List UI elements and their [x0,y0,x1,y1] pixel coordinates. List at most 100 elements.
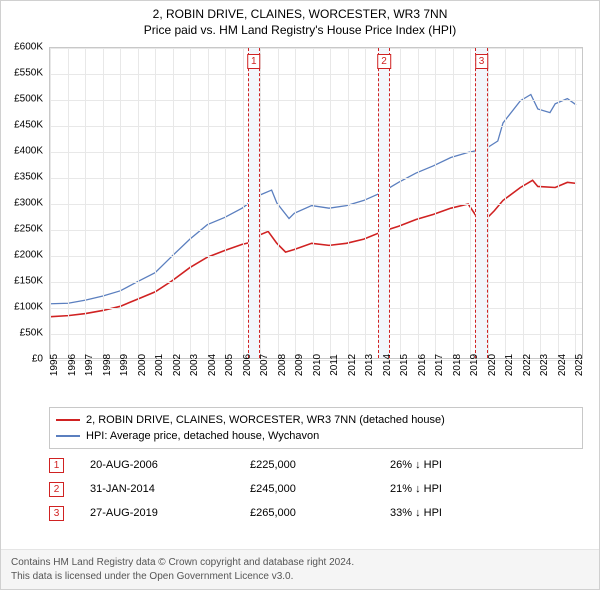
y-tick-label: £350K [14,172,43,183]
marker-label: 3 [475,54,489,69]
gridline-h [50,100,582,101]
y-tick-label: £300K [14,198,43,209]
x-tick-label: 1998 [102,354,113,376]
legend-swatch [56,435,80,437]
marker-band [475,48,487,358]
x-tick-label: 2025 [574,354,585,376]
x-tick-label: 2020 [487,354,498,376]
gridline-v [208,48,209,358]
x-tick-label: 2002 [172,354,183,376]
gridline-h [50,48,582,49]
x-tick-label: 2006 [242,354,253,376]
sales-index: 1 [49,458,64,473]
y-axis: £0£50K£100K£150K£200K£250K£300K£350K£400… [1,47,47,359]
legend-swatch [56,419,80,421]
y-tick-label: £50K [20,328,43,339]
gridline-v [295,48,296,358]
gridline-v [243,48,244,358]
y-tick-label: £0 [32,354,43,365]
x-tick-label: 2000 [137,354,148,376]
legend-row: HPI: Average price, detached house, Wych… [56,428,576,444]
x-tick-label: 1999 [119,354,130,376]
marker-band [248,48,260,358]
y-tick-label: £100K [14,302,43,313]
y-tick-label: £450K [14,120,43,131]
gridline-h [50,230,582,231]
x-tick-label: 2024 [557,354,568,376]
gridline-h [50,334,582,335]
gridline-v [365,48,366,358]
x-tick-label: 2016 [417,354,428,376]
x-tick-label: 1996 [67,354,78,376]
sales-delta: 21% ↓ HPI [390,483,442,495]
gridline-v [488,48,489,358]
sales-delta: 26% ↓ HPI [390,459,442,471]
sales-price: £265,000 [250,507,390,519]
gridline-v [225,48,226,358]
y-tick-label: £600K [14,42,43,53]
gridline-v [190,48,191,358]
gridline-v [313,48,314,358]
gridline-v [400,48,401,358]
gridline-v [435,48,436,358]
gridline-v [278,48,279,358]
gridline-v [348,48,349,358]
gridline-v [68,48,69,358]
footer-line1: Contains HM Land Registry data © Crown c… [11,556,589,570]
gridline-h [50,152,582,153]
chart-plot-area: 1 2 3 [49,47,583,359]
x-tick-label: 1995 [49,354,60,376]
y-tick-label: £500K [14,94,43,105]
gridline-v [505,48,506,358]
gridline-v [453,48,454,358]
sales-date: 20-AUG-2006 [90,459,250,471]
x-tick-label: 2012 [347,354,358,376]
gridline-v [103,48,104,358]
legend-row: 2, ROBIN DRIVE, CLAINES, WORCESTER, WR3 … [56,412,576,428]
gridline-h [50,74,582,75]
y-tick-label: £400K [14,146,43,157]
x-tick-label: 2007 [259,354,270,376]
x-tick-label: 1997 [84,354,95,376]
gridline-v [330,48,331,358]
sales-table: 120-AUG-2006£225,00026% ↓ HPI231-JAN-201… [49,453,583,525]
gridline-v [575,48,576,358]
gridline-v [558,48,559,358]
x-tick-label: 2017 [434,354,445,376]
title-line2: Price paid vs. HM Land Registry's House … [1,23,599,39]
x-tick-label: 2008 [277,354,288,376]
marker-band [378,48,390,358]
sales-date: 27-AUG-2019 [90,507,250,519]
sales-delta: 33% ↓ HPI [390,507,442,519]
gridline-h [50,178,582,179]
y-tick-label: £550K [14,68,43,79]
gridline-v [120,48,121,358]
x-tick-label: 2011 [329,354,340,376]
x-tick-label: 2010 [312,354,323,376]
x-tick-label: 2014 [382,354,393,376]
legend-label: 2, ROBIN DRIVE, CLAINES, WORCESTER, WR3 … [86,412,445,428]
x-tick-label: 2003 [189,354,200,376]
y-tick-label: £200K [14,250,43,261]
sales-row: 1 20-AUG-2006£225,00026% ↓ HPI [49,453,583,477]
marker-label: 1 [247,54,261,69]
gridline-h [50,308,582,309]
footer-line2: This data is licensed under the Open Gov… [11,570,589,584]
marker-label: 2 [377,54,391,69]
footer: Contains HM Land Registry data © Crown c… [1,549,599,589]
chart-container: 2, ROBIN DRIVE, CLAINES, WORCESTER, WR3 … [0,0,600,590]
x-tick-label: 2004 [207,354,218,376]
sales-price: £225,000 [250,459,390,471]
gridline-v [85,48,86,358]
gridline-h [50,256,582,257]
gridline-v [540,48,541,358]
x-tick-label: 2018 [452,354,463,376]
title-line1: 2, ROBIN DRIVE, CLAINES, WORCESTER, WR3 … [1,7,599,23]
sales-price: £245,000 [250,483,390,495]
x-tick-label: 2009 [294,354,305,376]
gridline-v [50,48,51,358]
x-tick-label: 2013 [364,354,375,376]
chart-svg [50,48,582,358]
x-tick-label: 2019 [469,354,480,376]
x-axis: 1995199619971998199920002001200220032004… [49,361,583,411]
